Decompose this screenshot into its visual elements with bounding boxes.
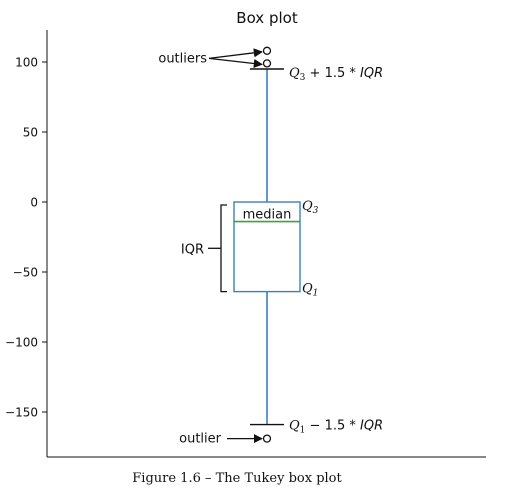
- outliers-arrow-top: [208, 48, 263, 60]
- y-tick-label: 100: [15, 56, 38, 70]
- iqr-box: [233, 201, 301, 293]
- y-axis-ticks: 100 50 0 −50 −100 −150: [5, 56, 47, 420]
- iqr-bracket: [220, 204, 227, 293]
- outlier-point: [262, 46, 272, 55]
- y-tick-label: 50: [23, 126, 38, 140]
- q3-label: Q3: [302, 199, 319, 216]
- chart-title: Box plot: [236, 9, 298, 27]
- upper-fence-label: Q3 + 1.5 * IQR: [289, 66, 383, 83]
- outliers-label: outliers: [158, 51, 207, 66]
- iqr-label: IQR: [181, 242, 204, 257]
- outlier-point: [262, 434, 272, 443]
- q1-label: Q1: [302, 282, 318, 299]
- y-tick-label: 0: [30, 196, 38, 210]
- outlier-label: outlier: [179, 432, 222, 447]
- outlier-point: [262, 59, 272, 68]
- y-tick-label: −50: [13, 266, 38, 280]
- y-tick-label: −100: [5, 336, 38, 350]
- median-label: median: [243, 208, 292, 223]
- y-tick-label: −150: [5, 406, 38, 420]
- outlier-points: [262, 46, 272, 443]
- figure-caption: Figure 1.6 – The Tukey box plot: [132, 471, 342, 486]
- outliers-arrow-bottom: [208, 57, 263, 68]
- lower-fence-label: Q1 − 1.5 * IQR: [289, 419, 383, 436]
